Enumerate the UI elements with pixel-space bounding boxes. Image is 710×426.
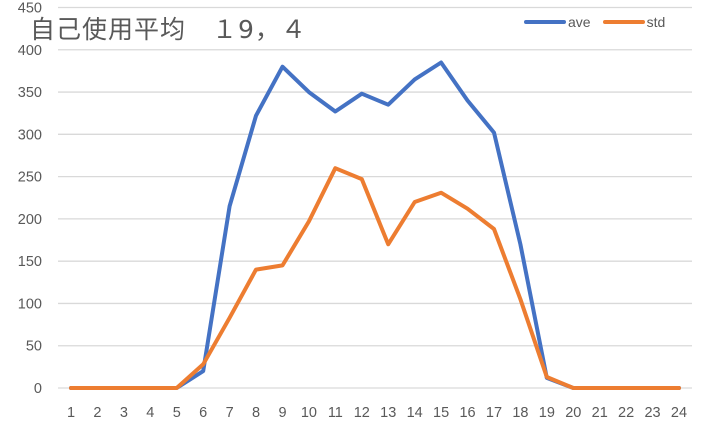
x-tick-label: 5: [173, 405, 181, 421]
x-tick-label: 13: [380, 405, 396, 421]
y-tick-label: 50: [26, 339, 42, 355]
y-tick-label: 350: [18, 85, 42, 101]
x-tick-label: 20: [565, 405, 581, 421]
x-tick-label: 11: [328, 405, 343, 421]
legend-label-ave: ave: [568, 14, 591, 30]
x-tick-label: 21: [592, 405, 608, 421]
x-tick-label: 12: [354, 405, 370, 421]
y-tick-label: 200: [18, 212, 42, 228]
x-tick-label: 19: [539, 405, 555, 421]
x-tick-label: 18: [512, 405, 528, 421]
x-tick-label: 16: [459, 405, 475, 421]
y-tick-label: 450: [18, 1, 42, 17]
x-tick-label: 2: [93, 405, 101, 421]
series-line-ave: [69, 60, 681, 390]
x-tick-label: 23: [644, 405, 660, 421]
y-tick-label: 400: [18, 43, 42, 59]
series-line-std: [69, 166, 681, 390]
x-tick-label: 17: [486, 405, 502, 421]
x-axis-labels: 1 2 3 4 5 6 7 8 9 10 11 12 13 14 15 16 17 18 19 20 21 22 23 24: [67, 405, 687, 421]
x-tick-label: 10: [301, 405, 317, 421]
legend-swatch-ave: [524, 20, 566, 24]
legend: ave std: [524, 14, 677, 30]
y-axis-labels: 0 50 100 150 200 250 300 350 400 450: [18, 1, 42, 398]
x-tick-label: 3: [120, 405, 128, 421]
data-series: [69, 60, 681, 390]
legend-item-std: std: [602, 14, 666, 30]
x-tick-label: 15: [433, 405, 449, 421]
x-tick-label: 1: [67, 405, 75, 421]
chart-title: 自己使用平均 １9，４: [30, 15, 307, 44]
x-tick-label: 6: [199, 405, 207, 421]
y-tick-label: 150: [18, 254, 42, 270]
x-tick-label: 14: [407, 405, 423, 421]
y-tick-label: 300: [18, 127, 42, 143]
x-tick-label: 22: [618, 405, 634, 421]
x-tick-label: 24: [671, 405, 687, 421]
legend-item-ave: ave: [524, 14, 591, 30]
y-tick-label: 250: [18, 170, 42, 186]
y-tick-label: 100: [18, 296, 42, 312]
x-tick-label: 4: [146, 405, 154, 421]
gridlines: [58, 6, 692, 389]
y-tick-label: 0: [34, 381, 42, 397]
x-tick-label: 7: [226, 405, 234, 421]
legend-swatch-std: [602, 20, 645, 24]
x-tick-label: 8: [252, 405, 260, 421]
x-tick-label: 9: [278, 405, 286, 421]
legend-label-std: std: [646, 14, 666, 30]
